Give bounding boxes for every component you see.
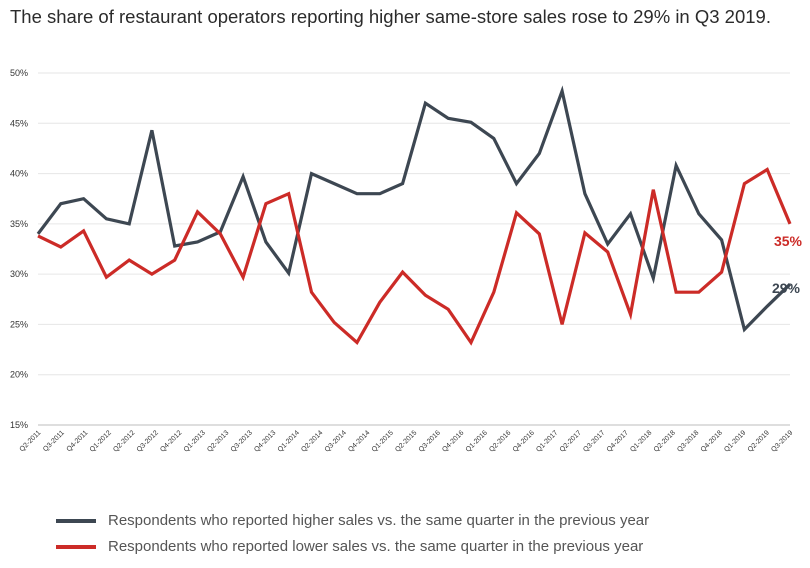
x-tick-label: Q4-2011 [66,429,90,453]
x-tick-label: Q1-2018 [629,429,653,453]
x-tick-label: Q1-2015 [371,429,395,453]
x-tick-label: Q3-2011 [42,429,66,453]
x-tick-label: Q2-2019 [747,429,771,453]
x-tick-label: Q3-2016 [418,429,442,453]
legend-swatch-lower [56,544,96,549]
x-tick-label: Q1-2012 [89,429,113,453]
grid-layer [38,72,790,426]
x-tick-label: Q4-2016 [441,429,465,453]
chart-title: The share of restaurant operators report… [10,6,771,27]
x-tick-label: Q2-2011 [19,429,43,453]
legend-item-higher: Respondents who reported higher sales vs… [56,512,649,529]
x-tick-label: Q3-2017 [582,429,606,453]
series-line-lower [37,167,792,346]
x-tick-label: Q1-2014 [277,429,301,453]
x-tick-label: Q2-2014 [300,429,324,453]
series-line-higher [36,85,792,333]
y-tick-label: 30% [10,269,28,279]
x-tick-label: Q4-2018 [700,429,724,453]
x-tick-label: Q4-2013 [253,429,277,453]
y-tick-label: 45% [10,118,28,128]
y-tick-label: 35% [10,219,28,229]
x-tick-label: Q2-2017 [559,429,583,453]
x-tick-label: Q4-2017 [606,429,630,453]
legend-item-lower: Respondents who reported lower sales vs.… [56,538,643,555]
x-tick-label: Q4-2016 [512,429,536,453]
x-tick-label: Q4-2014 [347,429,371,453]
y-tick-label: 25% [10,319,28,329]
end-label-lower: 35% [774,233,803,249]
legend-label-lower: Respondents who reported lower sales vs.… [108,538,644,555]
y-tick-label: 20% [10,370,28,380]
x-tick-label: Q2-2016 [488,429,512,453]
series-layer [36,85,792,346]
x-tick-label: Q3-2014 [324,429,348,453]
legend-swatch-higher [56,518,96,523]
y-tick-label: 15% [10,420,28,430]
x-axis-ticks: Q2-2011 Q3-2011 Q4-2011 Q1-2012 Q2-2012 Q3-20… [19,429,795,453]
x-tick-label: Q3-2018 [676,429,700,453]
x-tick-label: Q3-2019 [770,429,794,453]
x-tick-label: Q1-2013 [183,429,207,453]
x-tick-label: Q2-2015 [394,429,418,453]
x-tick-label: Q1-2016 [465,429,489,453]
x-tick-label: Q1-2019 [723,429,747,453]
x-tick-label: Q3-2012 [136,429,160,453]
legend-label-higher: Respondents who reported higher sales vs… [108,512,650,529]
x-tick-label: Q1-2017 [535,429,559,453]
x-tick-label: Q4-2012 [159,429,183,453]
y-tick-label: 40% [10,169,28,179]
line-chart: 15%20%25%30%35%40%45%50% Q2-2011 Q3-2011 Q… [10,68,803,454]
y-tick-label: 50% [10,68,28,78]
end-label-higher: 29% [772,280,801,296]
x-tick-label: Q2-2018 [653,429,677,453]
x-tick-label: Q2-2012 [112,429,136,453]
y-axis-ticks: 15% 20% 25% 30% 35% 40% 45% 50% [10,68,28,430]
x-tick-label: Q3-2013 [230,429,254,453]
x-tick-label: Q2-2013 [206,429,230,453]
